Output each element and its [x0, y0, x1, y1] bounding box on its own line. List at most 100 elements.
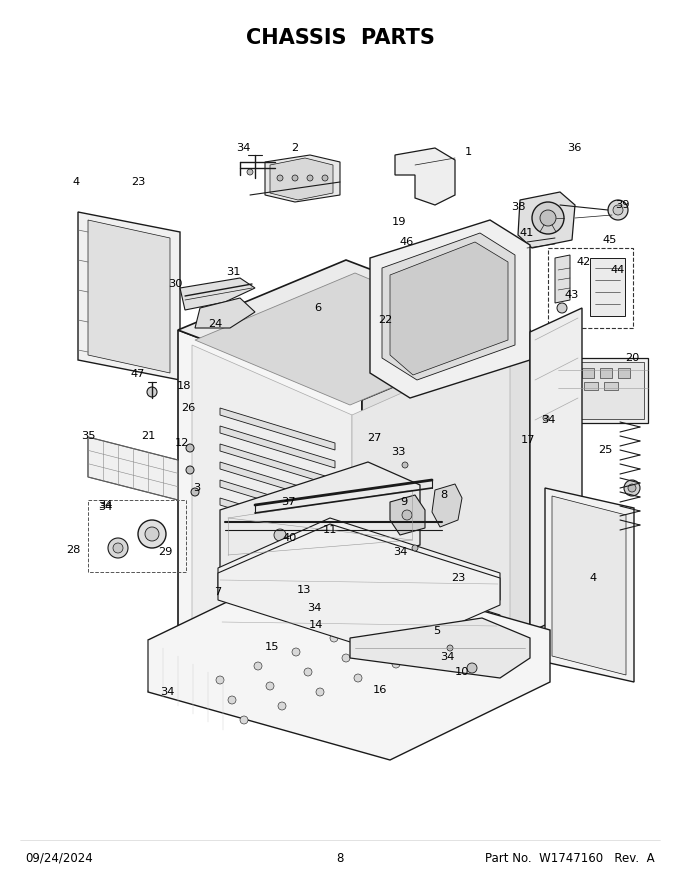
- Polygon shape: [395, 148, 455, 205]
- Circle shape: [266, 682, 274, 690]
- Circle shape: [532, 202, 564, 234]
- Text: 1: 1: [464, 147, 472, 157]
- Polygon shape: [148, 562, 550, 760]
- Text: 3: 3: [193, 483, 201, 493]
- Text: 43: 43: [565, 290, 579, 300]
- Circle shape: [307, 175, 313, 181]
- Circle shape: [316, 688, 324, 696]
- Text: 25: 25: [598, 445, 612, 455]
- Text: CHASSIS  PARTS: CHASSIS PARTS: [245, 28, 435, 48]
- Text: 16: 16: [373, 685, 387, 695]
- Text: 14: 14: [309, 620, 323, 630]
- Circle shape: [368, 620, 376, 628]
- Circle shape: [415, 523, 421, 529]
- Polygon shape: [390, 495, 425, 535]
- Circle shape: [402, 462, 408, 468]
- Circle shape: [113, 543, 123, 553]
- Bar: [564, 368, 576, 378]
- Circle shape: [274, 529, 286, 541]
- Text: 30: 30: [168, 279, 182, 289]
- Circle shape: [247, 169, 253, 175]
- Circle shape: [412, 545, 418, 551]
- Circle shape: [354, 674, 362, 682]
- Polygon shape: [218, 562, 500, 690]
- Text: 11: 11: [323, 525, 337, 535]
- Polygon shape: [555, 255, 570, 303]
- Polygon shape: [218, 524, 500, 654]
- Circle shape: [186, 444, 194, 452]
- Polygon shape: [350, 618, 530, 678]
- Text: 36: 36: [567, 143, 581, 153]
- Polygon shape: [218, 518, 500, 650]
- Polygon shape: [518, 192, 575, 248]
- Text: 22: 22: [378, 315, 392, 325]
- Circle shape: [292, 648, 300, 656]
- Polygon shape: [220, 498, 335, 540]
- Polygon shape: [178, 260, 530, 400]
- Text: 39: 39: [615, 200, 629, 210]
- Bar: [604, 382, 618, 390]
- Circle shape: [330, 634, 338, 642]
- Circle shape: [380, 640, 388, 648]
- Bar: [584, 382, 598, 390]
- Circle shape: [628, 484, 636, 492]
- Circle shape: [228, 696, 236, 704]
- Bar: [600, 368, 612, 378]
- Circle shape: [240, 716, 248, 724]
- Polygon shape: [178, 330, 362, 700]
- Circle shape: [322, 523, 328, 529]
- Circle shape: [608, 200, 628, 220]
- Polygon shape: [78, 212, 180, 380]
- Text: 27: 27: [367, 433, 381, 443]
- Polygon shape: [382, 233, 515, 380]
- Polygon shape: [88, 220, 170, 373]
- Text: 34: 34: [160, 687, 174, 697]
- Text: 37: 37: [281, 497, 295, 507]
- Circle shape: [467, 663, 477, 673]
- Circle shape: [430, 646, 438, 654]
- Text: 40: 40: [283, 533, 297, 543]
- Text: 8: 8: [337, 852, 343, 864]
- Circle shape: [138, 520, 166, 548]
- Circle shape: [191, 488, 199, 496]
- Bar: [618, 368, 630, 378]
- Polygon shape: [545, 488, 634, 682]
- Bar: [590, 258, 625, 316]
- Text: 24: 24: [208, 319, 222, 329]
- Circle shape: [232, 523, 238, 529]
- Circle shape: [292, 175, 298, 181]
- Polygon shape: [362, 330, 530, 700]
- Bar: [548, 248, 633, 328]
- Text: 29: 29: [158, 547, 172, 557]
- Text: 2: 2: [292, 143, 299, 153]
- Polygon shape: [220, 444, 335, 486]
- Circle shape: [543, 415, 549, 421]
- Circle shape: [322, 175, 328, 181]
- Polygon shape: [195, 298, 255, 328]
- Text: 5: 5: [433, 626, 441, 636]
- Text: 7: 7: [214, 587, 222, 597]
- Text: 17: 17: [521, 435, 535, 445]
- Text: 12: 12: [175, 438, 189, 448]
- Text: 34: 34: [440, 652, 454, 662]
- Text: 34: 34: [541, 415, 555, 425]
- Polygon shape: [220, 462, 335, 504]
- Circle shape: [367, 523, 373, 529]
- Polygon shape: [220, 480, 335, 522]
- Polygon shape: [192, 345, 352, 692]
- Polygon shape: [220, 408, 335, 450]
- Bar: [88, 500, 186, 572]
- Polygon shape: [552, 496, 626, 675]
- Text: 44: 44: [611, 265, 625, 275]
- Circle shape: [254, 662, 262, 670]
- Circle shape: [277, 523, 283, 529]
- Circle shape: [540, 210, 556, 226]
- Text: 15: 15: [265, 642, 279, 652]
- Circle shape: [418, 626, 426, 634]
- Text: 45: 45: [602, 235, 617, 245]
- Text: 4: 4: [73, 177, 80, 187]
- Circle shape: [624, 480, 640, 496]
- Text: Part No.  W1747160   Rev.  A: Part No. W1747160 Rev. A: [486, 852, 655, 864]
- Circle shape: [147, 387, 157, 397]
- Text: 34: 34: [307, 603, 321, 613]
